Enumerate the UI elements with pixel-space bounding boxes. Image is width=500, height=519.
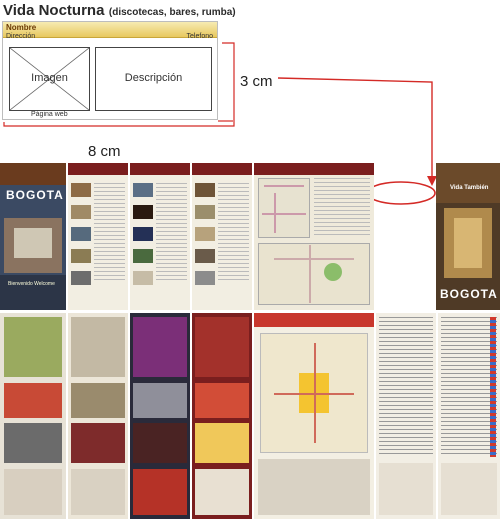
panel-ads-1 (0, 313, 66, 519)
description-placeholder: Descripción (95, 47, 212, 111)
panel-directory-2 (438, 313, 500, 519)
panel-directory-1 (376, 313, 436, 519)
card-phone-label: Telefono (186, 33, 213, 40)
welcome-text: Bienvenido Welcome (8, 281, 55, 287)
cover-panel-right: Vida También BOGOTA (436, 163, 500, 310)
panel-attractions-3 (192, 163, 252, 310)
cover-title-left: BOGOTA (6, 188, 64, 202)
panel-attractions-2 (130, 163, 190, 310)
card-address-label: Dirección (6, 33, 36, 40)
panel-nightlife-map (254, 163, 374, 310)
panel-attractions-1 (68, 163, 128, 310)
cover-title-right: BOGOTA (440, 287, 498, 301)
description-label: Descripción (124, 72, 183, 84)
width-dimension-label: 8 cm (88, 143, 121, 160)
panel-ads-2 (68, 313, 128, 519)
brochure-layout-thumbnail: BOGOTA Bienvenido Welcome (0, 163, 500, 519)
page-heading: Vida Nocturna (discotecas, bares, rumba) (3, 2, 236, 20)
panel-ads-3 (130, 313, 190, 519)
panel-road-map (254, 313, 374, 519)
heading-main: Vida Nocturna (3, 2, 105, 19)
card-web-label: Página web (31, 111, 68, 118)
height-dimension-label: 3 cm (240, 73, 273, 90)
listing-card-template: Nombre Dirección Telefono Imagen Descrip… (2, 21, 218, 120)
panel-ads-4 (192, 313, 252, 519)
card-name-label: Nombre (6, 23, 37, 32)
vida-tambien-text: Vida También (450, 185, 489, 191)
card-header (3, 22, 217, 38)
image-label: Imagen (31, 72, 68, 84)
heading-sub: (discotecas, bares, rumba) (108, 7, 236, 18)
image-placeholder: Imagen (9, 47, 90, 111)
cover-panel-left: BOGOTA Bienvenido Welcome (0, 163, 66, 310)
